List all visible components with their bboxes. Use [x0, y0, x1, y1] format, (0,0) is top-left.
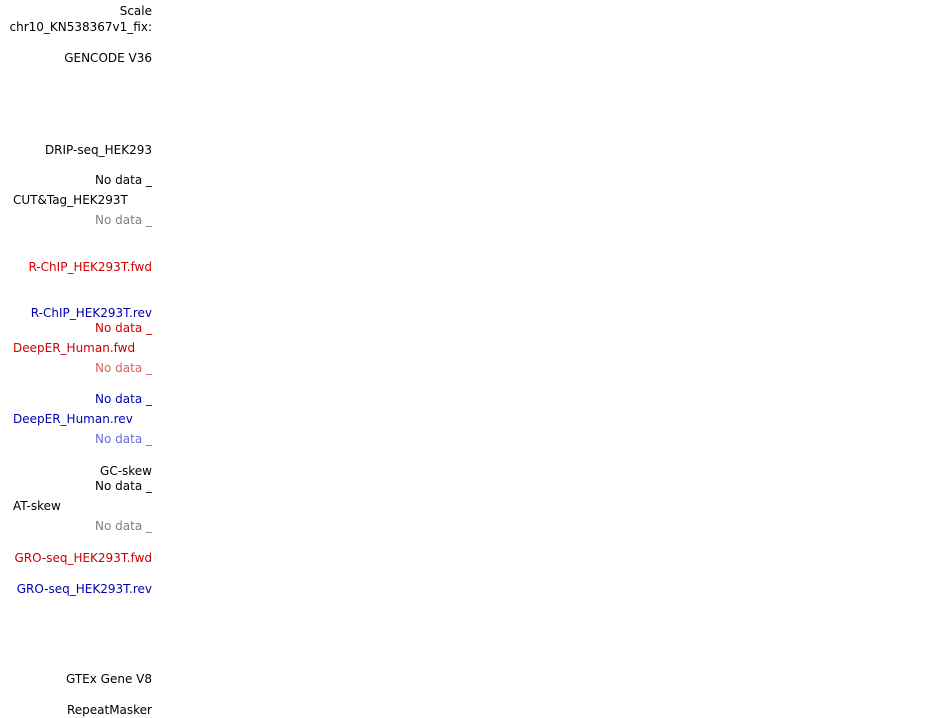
gencode-track-label[interactable]: GENCODE V36 — [64, 51, 152, 65]
gro-seq-fwd-track-label[interactable]: GRO-seq_HEK293T.fwd — [14, 551, 152, 565]
deeper-fwd-track-label[interactable]: DeepER_Human.fwd — [13, 341, 136, 355]
deeper-fwd-no-data: No data _ — [95, 361, 152, 375]
at-skew-no-data: No data _ — [95, 519, 152, 533]
deeper-rev-no-data-top: No data _ — [95, 392, 152, 406]
scale-label: Scale — [119, 4, 152, 18]
track-data-area[interactable] — [160, 0, 950, 718]
gtex-track-label[interactable]: GTEx Gene V8 — [65, 672, 152, 686]
drip-seq-no-data: No data _ — [95, 173, 152, 187]
rchip-rev-track-label[interactable]: R-ChIP_HEK293T.rev — [30, 306, 152, 320]
rchip-fwd-track-label[interactable]: R-ChIP_HEK293T.fwd — [28, 260, 153, 274]
gc-skew-no-data: No data _ — [95, 479, 152, 493]
repeatmasker-track-label[interactable]: RepeatMasker — [66, 703, 152, 717]
cuttag-no-data: No data _ — [95, 213, 152, 227]
gc-skew-track-label[interactable]: GC-skew — [100, 464, 152, 478]
deeper-rev-no-data: No data _ — [95, 432, 152, 446]
cuttag-track-label[interactable]: CUT&Tag_HEK293T — [13, 193, 128, 207]
deeper-rev-track-label[interactable]: DeepER_Human.rev — [13, 412, 133, 426]
gro-seq-rev-track-label[interactable]: GRO-seq_HEK293T.rev — [16, 582, 152, 596]
drip-seq-track-label[interactable]: DRIP-seq_HEK293 — [44, 143, 152, 157]
chromosome-label[interactable]: chr10_KN538367v1_fix: — [9, 20, 153, 34]
rchip-no-data: No data _ — [95, 321, 152, 335]
at-skew-track-label[interactable]: AT-skew — [13, 499, 61, 513]
